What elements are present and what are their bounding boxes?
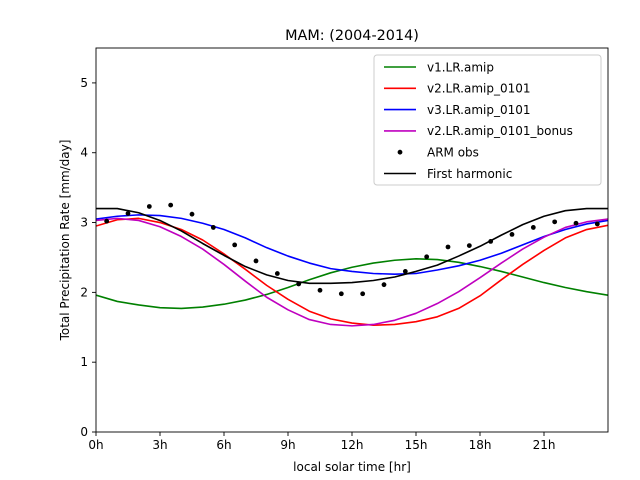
- y-tick-label: 1: [80, 355, 88, 369]
- data-point: [146, 204, 152, 209]
- series-v2-lr-amip-0101-bonus-line: [96, 217, 608, 327]
- series-v2-lr-amip-0101-line: [96, 217, 608, 326]
- data-point: [509, 232, 515, 237]
- legend-label: First harmonic: [427, 167, 512, 181]
- legend-label: v2.LR.amip_0101: [427, 82, 531, 96]
- data-point: [253, 258, 259, 264]
- x-tick-label: 0h: [88, 438, 103, 452]
- plot-area: [96, 202, 608, 327]
- x-tick-label: 21h: [533, 438, 556, 452]
- x-axis-label: local solar time [hr]: [293, 460, 411, 474]
- data-point: [168, 202, 174, 208]
- x-tick-label: 12h: [341, 438, 364, 452]
- data-point: [402, 269, 408, 274]
- data-point: [125, 211, 131, 216]
- legend-item: First harmonic: [384, 167, 512, 181]
- legend-item: ARM obs: [397, 146, 479, 160]
- y-axis-label: Total Precipitation Rate [mm/day]: [58, 140, 72, 342]
- series-arm-obs: [104, 202, 600, 297]
- x-tick-label: 18h: [469, 438, 492, 452]
- x-tick-label: 6h: [216, 438, 231, 452]
- data-point: [424, 254, 430, 260]
- data-point: [573, 220, 579, 226]
- legend-item: v1.LR.amip: [384, 60, 494, 74]
- legend-item: v2.LR.amip_0101_bonus: [384, 124, 573, 138]
- data-point: [360, 291, 366, 297]
- chart-title: MAM: (2004-2014): [285, 28, 419, 44]
- y-tick-label: 3: [80, 216, 88, 230]
- data-point: [530, 225, 536, 230]
- data-point: [466, 243, 472, 248]
- legend-label: ARM obs: [427, 146, 479, 160]
- y-tick-label: 0: [80, 425, 88, 439]
- x-tick-label: 15h: [405, 438, 428, 452]
- legend-item: v2.LR.amip_0101: [384, 82, 531, 96]
- series-v1-lr-amip-line: [96, 258, 608, 310]
- y-tick-label: 2: [80, 285, 88, 299]
- y-tick-label: 5: [80, 76, 88, 90]
- data-point: [552, 219, 558, 225]
- data-point: [274, 271, 280, 276]
- x-tick-label: 3h: [152, 438, 167, 452]
- legend: v1.LR.amip v2.LR.amip_0101 v3.LR.amip_0101…: [373, 54, 602, 186]
- legend-label: v2.LR.amip_0101_bonus: [427, 124, 573, 138]
- series-v3-lr-amip-0101-line: [96, 214, 608, 276]
- data-point: [594, 221, 600, 227]
- legend-marker: [397, 149, 403, 155]
- data-point: [104, 218, 110, 224]
- data-point: [338, 291, 344, 297]
- axes: 0h 3h 6h 9h 12h 15h 18h 21h 0 1 2 3 4 5: [80, 47, 609, 452]
- data-point: [317, 287, 323, 293]
- data-point: [210, 225, 216, 230]
- series-first-harmonic-line: [96, 207, 608, 285]
- x-tick-label: 9h: [280, 438, 295, 452]
- y-tick-label: 4: [80, 146, 88, 160]
- data-point: [381, 282, 387, 288]
- legend-label: v3.LR.amip_0101: [427, 103, 531, 117]
- legend-box: [373, 54, 602, 186]
- legend-label: v1.LR.amip: [427, 60, 494, 74]
- data-point: [232, 242, 238, 248]
- legend-item: v3.LR.amip_0101: [384, 103, 531, 117]
- data-point: [445, 244, 451, 250]
- data-point: [189, 211, 195, 217]
